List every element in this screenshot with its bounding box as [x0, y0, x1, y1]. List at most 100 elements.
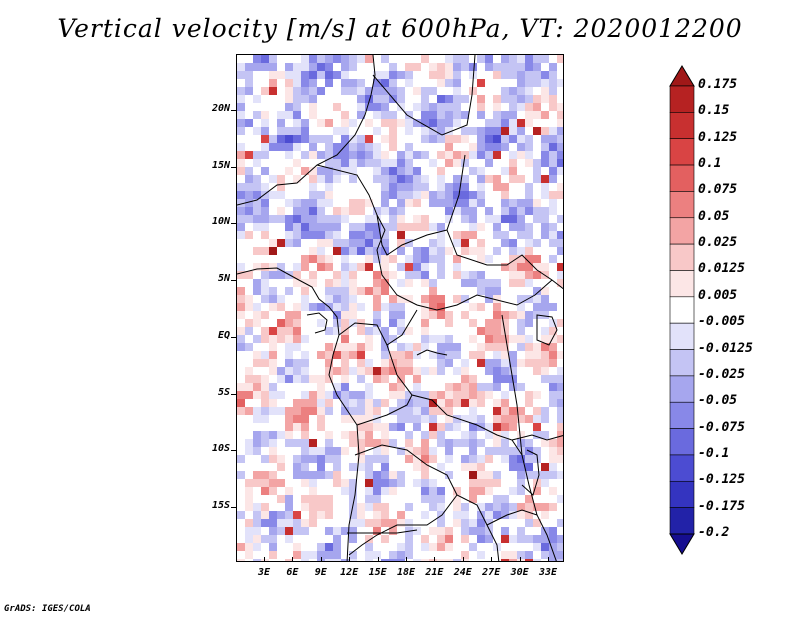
field-cell: [397, 407, 405, 415]
field-cell: [429, 391, 437, 399]
field-cell: [493, 103, 501, 111]
field-cell: [237, 223, 245, 231]
field-cell: [373, 543, 381, 551]
field-cell: [445, 551, 453, 559]
field-cell: [349, 455, 357, 463]
field-cell: [381, 479, 389, 487]
field-cell: [525, 319, 533, 327]
field-cell: [325, 543, 333, 551]
field-cell: [477, 287, 485, 295]
field-cell: [277, 295, 285, 303]
field-cell: [357, 359, 365, 367]
field-cell: [317, 95, 325, 103]
field-cell: [437, 119, 445, 127]
field-cell: [453, 135, 461, 143]
field-cell: [413, 167, 421, 175]
field-cell: [245, 303, 253, 311]
field-cell: [301, 431, 309, 439]
field-cell: [525, 247, 533, 255]
field-cell: [541, 543, 549, 551]
field-cell: [557, 199, 563, 207]
field-cell: [413, 319, 421, 327]
field-cell: [453, 551, 461, 559]
field-cell: [261, 223, 269, 231]
field-cell: [477, 343, 485, 351]
field-cell: [365, 415, 373, 423]
field-cell: [541, 207, 549, 215]
field-cell: [277, 167, 285, 175]
field-cell: [237, 295, 245, 303]
field-cell: [269, 439, 277, 447]
field-cell: [485, 407, 493, 415]
field-cell: [509, 359, 517, 367]
field-cell: [357, 527, 365, 535]
field-cell: [253, 359, 261, 367]
field-cell: [453, 375, 461, 383]
field-cell: [381, 431, 389, 439]
field-cell: [485, 199, 493, 207]
field-cell: [461, 487, 469, 495]
field-cell: [429, 111, 437, 119]
field-cell: [325, 207, 333, 215]
field-cell: [469, 295, 477, 303]
field-cell: [293, 199, 301, 207]
field-cell: [373, 439, 381, 447]
field-cell: [237, 559, 245, 561]
field-cell: [445, 431, 453, 439]
field-cell: [309, 135, 317, 143]
field-cell: [317, 391, 325, 399]
field-cell: [461, 159, 469, 167]
field-cell: [461, 399, 469, 407]
field-cell: [533, 55, 541, 63]
field-cell: [277, 63, 285, 71]
field-cell: [493, 95, 501, 103]
field-cell: [381, 231, 389, 239]
field-cell: [381, 463, 389, 471]
field-cell: [549, 199, 557, 207]
field-cell: [549, 351, 557, 359]
field-cell: [405, 351, 413, 359]
field-cell: [365, 111, 373, 119]
field-cell: [253, 255, 261, 263]
field-cell: [373, 263, 381, 271]
field-cell: [453, 159, 461, 167]
field-cell: [245, 359, 253, 367]
field-cell: [285, 439, 293, 447]
field-cell: [397, 351, 405, 359]
field-cell: [421, 79, 429, 87]
field-cell: [317, 431, 325, 439]
field-cell: [421, 111, 429, 119]
field-cell: [269, 151, 277, 159]
field-cell: [317, 455, 325, 463]
field-cell: [525, 423, 533, 431]
field-cell: [349, 327, 357, 335]
field-cell: [413, 71, 421, 79]
field-cell: [285, 447, 293, 455]
field-cell: [429, 351, 437, 359]
field-cell: [461, 455, 469, 463]
field-cell: [541, 359, 549, 367]
field-cell: [509, 543, 517, 551]
field-cell: [285, 191, 293, 199]
field-cell: [525, 63, 533, 71]
field-cell: [533, 263, 541, 271]
field-cell: [245, 447, 253, 455]
field-cell: [437, 303, 445, 311]
field-cell: [405, 311, 413, 319]
field-cell: [509, 471, 517, 479]
field-cell: [245, 335, 253, 343]
field-cell: [237, 367, 245, 375]
field-cell: [437, 503, 445, 511]
field-cell: [445, 439, 453, 447]
field-cell: [493, 143, 501, 151]
field-cell: [469, 63, 477, 71]
field-cell: [317, 343, 325, 351]
field-cell: [253, 111, 261, 119]
field-cell: [445, 279, 453, 287]
field-cell: [301, 303, 309, 311]
field-cell: [357, 543, 365, 551]
field-cell: [325, 447, 333, 455]
field-cell: [509, 151, 517, 159]
field-cell: [341, 223, 349, 231]
field-cell: [405, 255, 413, 263]
